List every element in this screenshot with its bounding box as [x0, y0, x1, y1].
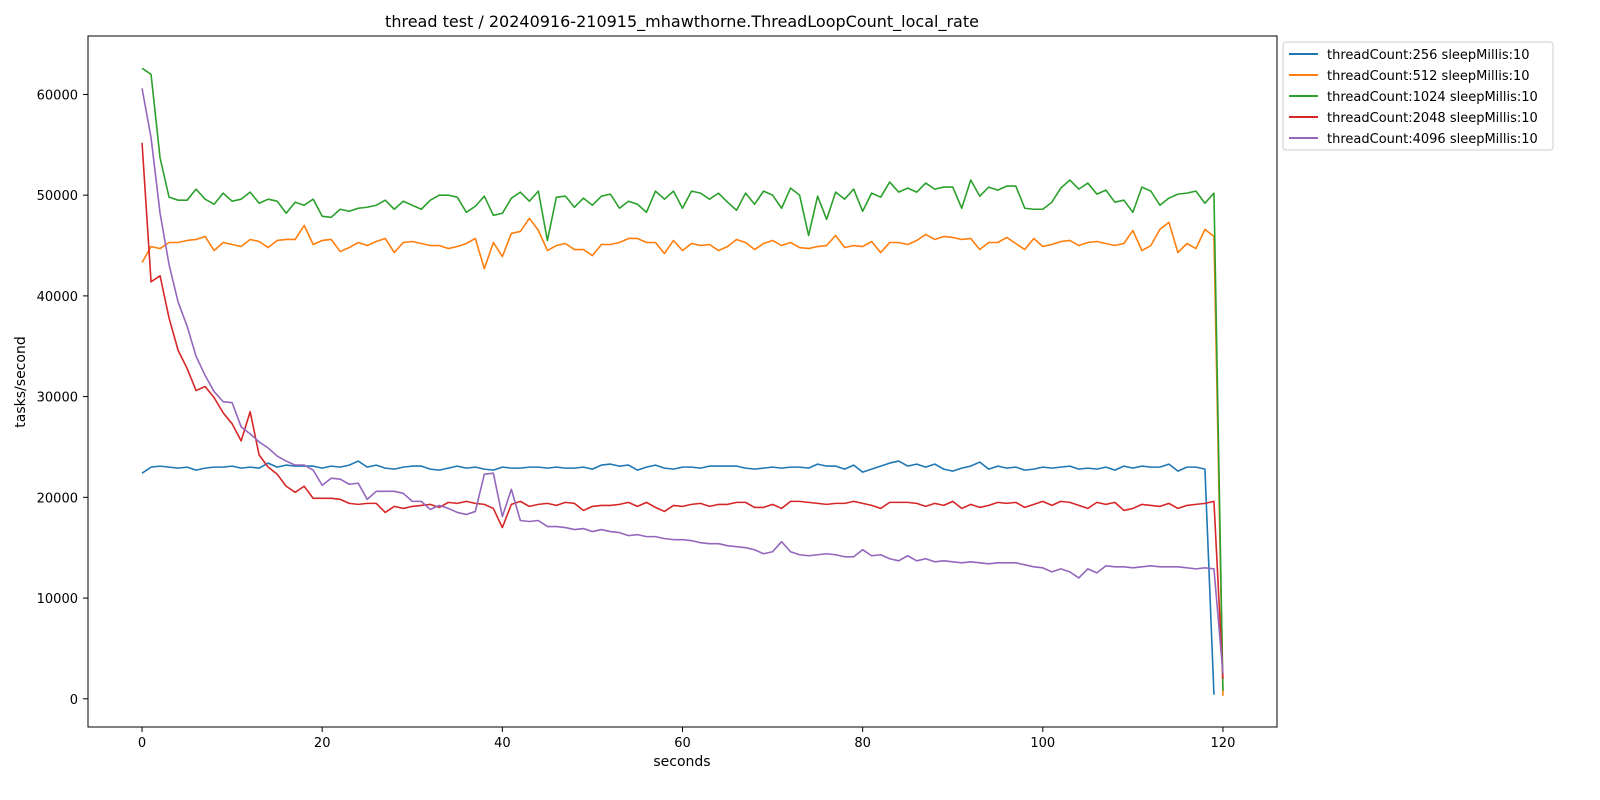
- series-line-1: [141, 460, 1215, 695]
- y-axis: 0 10000 20000 30000 40000 50000 60000: [37, 88, 88, 708]
- y-tick-label: 60000: [37, 88, 78, 103]
- x-tick-label: 60: [674, 736, 691, 751]
- y-tick-label: 50000: [37, 189, 78, 204]
- y-tick-label: 40000: [37, 290, 78, 305]
- x-axis-label: seconds: [653, 754, 710, 770]
- series-line-3: [141, 67, 1224, 691]
- series-line-4: [141, 142, 1224, 679]
- legend-label: threadCount:512 sleepMillis:10: [1327, 69, 1530, 84]
- legend-label: threadCount:256 sleepMillis:10: [1327, 48, 1530, 63]
- x-tick-label: 0: [138, 736, 146, 751]
- y-tick-label: 20000: [37, 491, 78, 506]
- x-axis: 0 20 40 60 80 100 120: [138, 727, 1235, 751]
- x-tick-label: 100: [1030, 736, 1055, 751]
- x-tick-label: 80: [854, 736, 871, 751]
- x-tick-label: 120: [1211, 736, 1236, 751]
- x-tick-label: 20: [314, 736, 331, 751]
- legend-frame: [1282, 41, 1554, 151]
- legend-label: threadCount:4096 sleepMillis:10: [1327, 132, 1538, 147]
- series-line-2: [141, 217, 1224, 696]
- plot-area: [87, 35, 1278, 728]
- legend: threadCount:256 sleepMillis:10 threadCoun…: [1282, 41, 1554, 151]
- legend-label: threadCount:1024 sleepMillis:10: [1327, 90, 1538, 105]
- series-line-5: [141, 88, 1224, 674]
- x-tick-label: 40: [494, 736, 511, 751]
- y-tick-label: 0: [70, 693, 78, 708]
- chart-title: thread test / 20240916-210915_mhawthorne…: [385, 12, 979, 32]
- legend-label: threadCount:2048 sleepMillis:10: [1327, 111, 1538, 126]
- series-lines: [141, 67, 1224, 696]
- y-tick-label: 10000: [37, 592, 78, 607]
- y-axis-label: tasks/second: [13, 336, 29, 427]
- y-tick-label: 30000: [37, 391, 78, 406]
